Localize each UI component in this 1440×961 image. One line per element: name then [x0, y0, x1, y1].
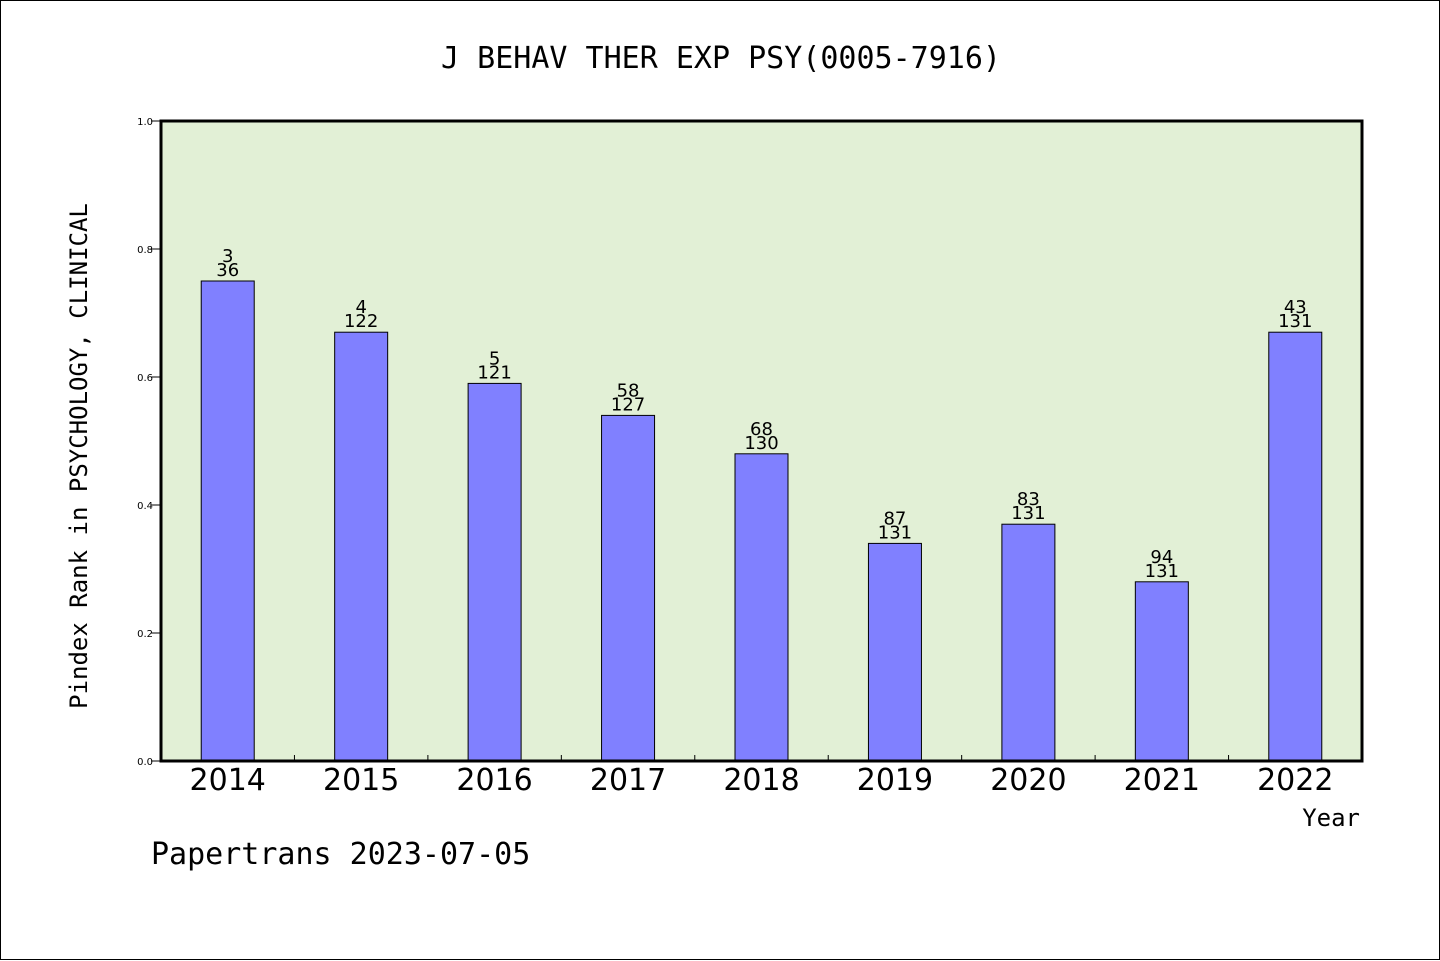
bar-2018: [734, 453, 789, 762]
x-tick-label: 2017: [590, 763, 666, 798]
y-tick-label: 1.0: [137, 117, 153, 128]
bar-rank-label: 83: [1017, 489, 1040, 510]
x-tick-label: 2014: [190, 763, 266, 798]
bar-total-label: 121: [477, 362, 511, 383]
y-tick-label: 0.4: [137, 501, 153, 512]
y-tick-label: 0.6: [137, 373, 153, 384]
x-tick-label: 2016: [456, 763, 532, 798]
bar-rank-label: 4: [355, 297, 366, 318]
bar-total-label: 131: [1278, 311, 1312, 332]
chart-title: J BEHAV THER EXP PSY(0005-7916): [441, 41, 1001, 76]
y-tick-label: 0.8: [137, 245, 153, 256]
bar-2015: [334, 331, 389, 762]
plot-border: [159, 119, 1364, 763]
footer-credit: Papertrans 2023-07-05: [151, 837, 530, 872]
x-axis-label: Year: [1302, 804, 1360, 832]
bar-rank-label: 43: [1284, 297, 1307, 318]
bar-2021: [1134, 581, 1189, 762]
bar-total-label: 131: [1145, 561, 1179, 582]
bar-rank-label: 94: [1150, 547, 1173, 568]
x-tick-label: 2018: [723, 763, 799, 798]
bar-2016: [467, 382, 522, 762]
x-tick-label: 2015: [323, 763, 399, 798]
bar-total-label: 131: [878, 522, 912, 543]
y-tick-label: 0.2: [137, 629, 153, 640]
bar-2019: [867, 542, 922, 762]
bar-total-label: 122: [344, 311, 378, 332]
bar-2020: [1001, 523, 1056, 762]
x-tick-label: 2019: [857, 763, 933, 798]
bar-rank-label: 3: [222, 246, 233, 267]
x-tick-label: 2021: [1124, 763, 1200, 798]
x-tick-label: 2020: [990, 763, 1066, 798]
bar-total-label: 130: [744, 433, 778, 454]
x-tick-label: 2022: [1257, 763, 1333, 798]
bar-rank-label: 5: [489, 348, 500, 369]
bar-total-label: 131: [1011, 503, 1045, 524]
bar-2014: [200, 280, 255, 762]
bar-2022: [1268, 331, 1323, 762]
y-tick-label: 0.0: [137, 757, 153, 768]
bar-rank-label: 58: [617, 380, 640, 401]
bar-total-label: 127: [611, 394, 645, 415]
bar-rank-label: 87: [883, 508, 906, 529]
bar-2017: [601, 414, 656, 762]
bar-total-label: 36: [216, 260, 239, 281]
bar-rank-label: 68: [750, 419, 773, 440]
y-axis-label: Pindex Rank in PSYCHOLOGY, CLINICAL: [65, 203, 93, 709]
